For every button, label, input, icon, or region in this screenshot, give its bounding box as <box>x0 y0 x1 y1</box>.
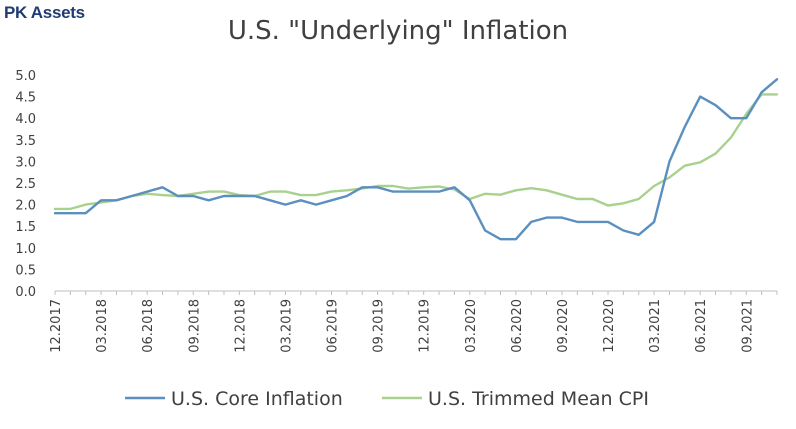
y-tick-label: 3.0 <box>15 155 36 170</box>
x-tick-label: 12.2020 <box>602 299 617 353</box>
y-tick-label: 4.0 <box>15 112 36 127</box>
y-tick-label: 3.5 <box>15 134 36 149</box>
x-tick-label: 06.2019 <box>326 299 341 353</box>
x-tick-label: 06.2021 <box>694 299 709 353</box>
legend-label: U.S. Core Inflation <box>171 388 343 410</box>
x-axis: 12.2017 03.2018 06.2018 09.2018 12.2018 03.20… <box>49 290 778 353</box>
x-tick-label: 03.2019 <box>279 299 294 353</box>
legend-label: U.S. Trimmed Mean CPI <box>428 388 649 410</box>
x-tick-label: 03.2020 <box>464 299 479 353</box>
y-tick-label: 0.0 <box>15 285 36 300</box>
plot-area <box>53 78 779 241</box>
x-tick-label: 09.2018 <box>187 299 202 353</box>
x-tick-label: 12.2018 <box>233 299 248 353</box>
y-tick-label: 1.5 <box>15 220 36 235</box>
y-tick-label: 2.0 <box>15 199 36 214</box>
x-tick-label: 03.2018 <box>95 299 110 353</box>
series-line-u-s-core-inflation <box>53 78 779 241</box>
y-axis: 0.0 0.5 1.0 1.5 2.0 2.5 3.0 3.5 4.0 4.5 5.0 <box>15 69 36 300</box>
y-tick-label: 0.5 <box>15 263 36 278</box>
chart-title: U.S. "Underlying" Inflation <box>227 16 569 46</box>
x-tick-label: 06.2018 <box>141 299 156 353</box>
x-tick-label: 12.2017 <box>49 299 64 353</box>
x-tick-label: 12.2019 <box>418 299 433 353</box>
y-tick-label: 2.5 <box>15 177 36 192</box>
x-tick-label: 09.2021 <box>740 299 755 353</box>
y-tick-label: 5.0 <box>15 69 36 84</box>
x-tick-label: 09.2020 <box>556 299 571 353</box>
x-tick-label: 06.2020 <box>510 299 525 353</box>
legend: U.S. Core Inflation U.S. Trimmed Mean CPI <box>125 388 649 410</box>
brand-logo-text: PK Assets <box>4 3 85 22</box>
x-tick-label: 09.2019 <box>372 299 387 353</box>
x-tick-label: 03.2021 <box>648 299 663 353</box>
y-tick-label: 4.5 <box>15 91 36 106</box>
y-tick-label: 1.0 <box>15 242 36 257</box>
